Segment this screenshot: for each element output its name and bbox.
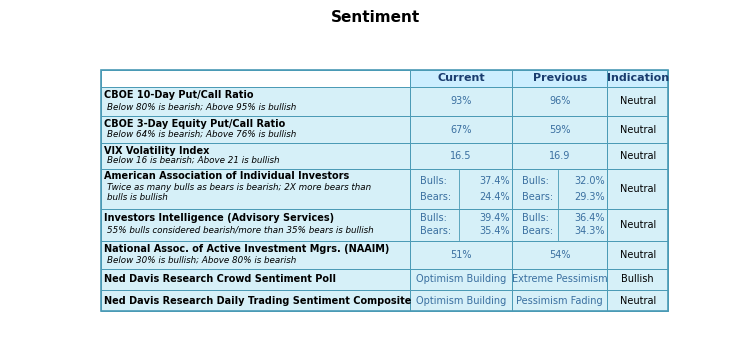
Bar (410, 70, 512, 87)
Bar (410, 143, 512, 169)
Bar (100, 116, 410, 143)
Bar (608, 209, 668, 241)
Bar (100, 269, 410, 290)
Bar (608, 116, 668, 143)
Bar (512, 290, 608, 311)
Text: 16.5: 16.5 (450, 151, 472, 161)
Text: Bears:: Bears: (521, 192, 553, 202)
Text: Neutral: Neutral (620, 125, 656, 135)
Bar (410, 116, 512, 143)
Text: Below 30% is bullish; Above 80% is bearish: Below 30% is bullish; Above 80% is beari… (106, 255, 296, 264)
Text: Bears:: Bears: (420, 226, 452, 236)
Text: Below 80% is bearish; Above 95% is bullish: Below 80% is bearish; Above 95% is bulli… (106, 102, 296, 111)
Text: 59%: 59% (549, 125, 571, 135)
Bar (608, 70, 668, 87)
Text: Twice as many bulls as bears is bearish; 2X more bears than: Twice as many bulls as bears is bearish;… (106, 183, 370, 192)
Bar (512, 269, 608, 290)
Text: 51%: 51% (450, 250, 472, 260)
Bar (100, 209, 410, 241)
Bar (608, 87, 668, 116)
Text: 36.4%: 36.4% (574, 213, 605, 223)
Bar (608, 269, 668, 290)
Text: 37.4%: 37.4% (479, 176, 510, 186)
Text: 24.4%: 24.4% (479, 192, 510, 202)
Bar (512, 87, 608, 116)
Text: Pessimism Fading: Pessimism Fading (516, 295, 603, 306)
Bar (410, 209, 512, 241)
Bar (100, 143, 410, 169)
Bar (608, 143, 668, 169)
Text: Ned Davis Research Daily Trading Sentiment Composite: Ned Davis Research Daily Trading Sentime… (104, 295, 412, 306)
Text: Extreme Pessimism: Extreme Pessimism (512, 274, 608, 284)
Text: Bears:: Bears: (420, 192, 452, 202)
Text: Neutral: Neutral (620, 184, 656, 194)
Text: 29.3%: 29.3% (574, 192, 605, 202)
Text: CBOE 3-Day Equity Put/Call Ratio: CBOE 3-Day Equity Put/Call Ratio (104, 119, 286, 129)
Bar (512, 169, 608, 209)
Text: 67%: 67% (450, 125, 472, 135)
Bar (410, 269, 512, 290)
Text: Bulls:: Bulls: (420, 176, 447, 186)
Bar (608, 290, 668, 311)
Text: Current: Current (437, 73, 485, 83)
Bar (100, 290, 410, 311)
Text: Optimism Building: Optimism Building (416, 274, 506, 284)
Text: 96%: 96% (549, 97, 570, 106)
Text: 16.9: 16.9 (549, 151, 570, 161)
Text: CBOE 10-Day Put/Call Ratio: CBOE 10-Day Put/Call Ratio (104, 91, 254, 100)
Text: 93%: 93% (450, 97, 472, 106)
Text: Bears:: Bears: (521, 226, 553, 236)
Text: Neutral: Neutral (620, 220, 656, 230)
Text: Bulls:: Bulls: (521, 213, 548, 223)
Text: Previous: Previous (532, 73, 586, 83)
Text: 55% bulls considered bearish/more than 35% bears is bullish: 55% bulls considered bearish/more than 3… (106, 226, 374, 235)
Text: Investors Intelligence (Advisory Services): Investors Intelligence (Advisory Service… (104, 213, 334, 223)
Text: National Assoc. of Active Investment Mgrs. (NAAIM): National Assoc. of Active Investment Mgr… (104, 244, 389, 254)
Bar (100, 87, 410, 116)
Text: Below 16 is bearish; Above 21 is bullish: Below 16 is bearish; Above 21 is bullish (106, 156, 279, 165)
Text: 54%: 54% (549, 250, 571, 260)
Text: Sentiment: Sentiment (330, 10, 420, 25)
Bar (608, 169, 668, 209)
Bar (512, 241, 608, 269)
Bar (410, 241, 512, 269)
Bar (100, 241, 410, 269)
Text: bulls is bullish: bulls is bullish (106, 193, 167, 202)
Text: Ned Davis Research Crowd Sentiment Poll: Ned Davis Research Crowd Sentiment Poll (104, 274, 336, 284)
Bar (410, 87, 512, 116)
Bar (410, 169, 512, 209)
Text: Optimism Building: Optimism Building (416, 295, 506, 306)
Text: Neutral: Neutral (620, 295, 656, 306)
Text: 39.4%: 39.4% (479, 213, 510, 223)
Bar (512, 209, 608, 241)
Text: 34.3%: 34.3% (574, 226, 605, 236)
Text: American Association of Individual Investors: American Association of Individual Inves… (104, 170, 350, 181)
Text: Bulls:: Bulls: (521, 176, 548, 186)
Bar (410, 290, 512, 311)
Text: Indication: Indication (607, 73, 669, 83)
Bar (512, 116, 608, 143)
Bar (100, 70, 668, 311)
Text: Bulls:: Bulls: (420, 213, 447, 223)
Text: Bullish: Bullish (621, 274, 654, 284)
Text: 32.0%: 32.0% (574, 176, 605, 186)
Bar (512, 143, 608, 169)
Bar (608, 241, 668, 269)
Bar (100, 70, 410, 87)
Text: 35.4%: 35.4% (479, 226, 510, 236)
Bar (100, 169, 410, 209)
Text: Neutral: Neutral (620, 250, 656, 260)
Text: Below 64% is bearish; Above 76% is bullish: Below 64% is bearish; Above 76% is bulli… (106, 130, 296, 139)
Text: VIX Volatility Index: VIX Volatility Index (104, 146, 209, 156)
Bar (512, 70, 608, 87)
Text: Neutral: Neutral (620, 97, 656, 106)
Text: Neutral: Neutral (620, 151, 656, 161)
